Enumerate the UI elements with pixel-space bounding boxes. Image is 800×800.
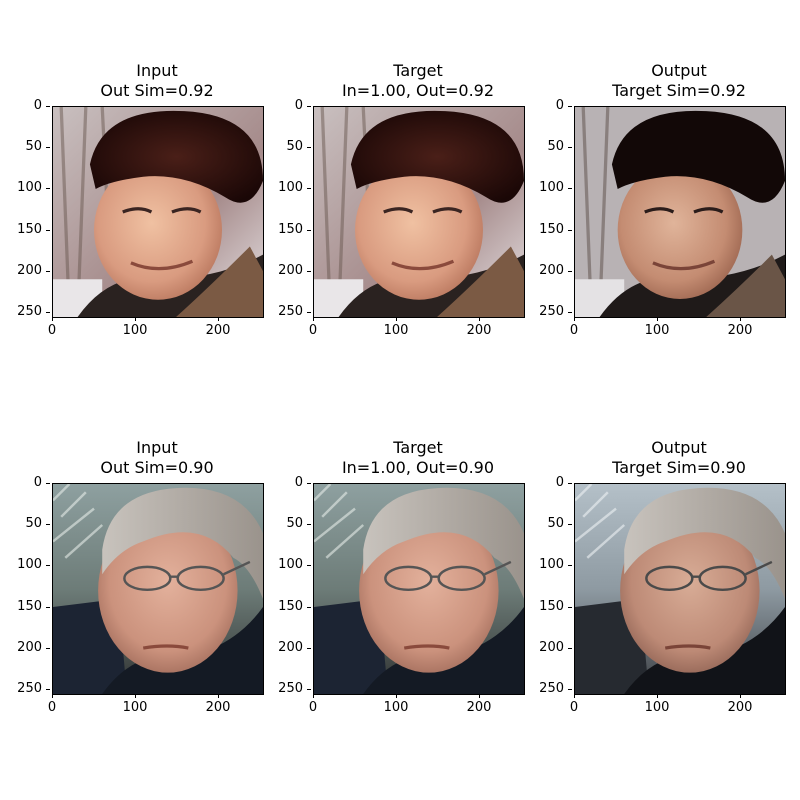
y-tick: 200: [263, 264, 311, 278]
y-tick: 200: [2, 641, 50, 655]
panel-title-line1: Target: [393, 438, 443, 457]
face-image: [574, 106, 786, 318]
panel-title-line1: Target: [393, 61, 443, 80]
y-tick: 200: [524, 641, 572, 655]
image-panel-output-2: 0 50 100 150 200 250 0 100 200: [539, 476, 786, 715]
x-tick: 200: [459, 694, 499, 715]
panel-title-r1c2: Target In=1.00, Out=0.92: [288, 61, 548, 101]
y-tick: 50: [263, 140, 311, 154]
y-tick: 250: [263, 305, 311, 319]
image-panel-target-2: 0 50 100 150 200 250 0 100 200: [278, 476, 525, 715]
x-tick: 100: [115, 694, 155, 715]
panel-title-line1: Output: [651, 438, 707, 457]
image-panel-input-1: 0 50 100 150 200 250 0 100 200: [17, 99, 264, 338]
x-tick: 100: [376, 317, 416, 338]
panel-title-r1c3: Output Target Sim=0.92: [549, 61, 800, 101]
y-tick: 50: [2, 517, 50, 531]
y-tick: 200: [2, 264, 50, 278]
y-tick: 100: [524, 558, 572, 572]
panel-title-r1c1: Input Out Sim=0.92: [27, 61, 287, 101]
image-panel-target-1: 0 50 100 150 200 250 0 100 200: [278, 99, 525, 338]
x-tick: 0: [293, 694, 333, 715]
x-tick: 200: [720, 694, 760, 715]
y-tick: 150: [2, 223, 50, 237]
y-tick: 100: [2, 181, 50, 195]
panel-title-line2: In=1.00, Out=0.90: [341, 458, 495, 477]
x-tick: 200: [459, 317, 499, 338]
y-tick: 100: [263, 181, 311, 195]
panel-title-r2c1: Input Out Sim=0.90: [27, 438, 287, 478]
y-tick: 0: [524, 476, 572, 490]
x-tick: 100: [376, 694, 416, 715]
panel-title-line1: Input: [136, 61, 178, 80]
image-panel-input-2: 0 50 100 150 200 250 0 100 200: [17, 476, 264, 715]
y-tick: 50: [263, 517, 311, 531]
x-tick: 100: [115, 317, 155, 338]
y-tick: 100: [2, 558, 50, 572]
panel-title-line2: In=1.00, Out=0.92: [341, 81, 495, 100]
face-image: [313, 106, 525, 318]
panel-title-line2: Out Sim=0.92: [100, 81, 214, 100]
y-tick: 0: [2, 476, 50, 490]
panel-title-line1: Input: [136, 438, 178, 457]
image-panel-output-1: 0 50 100 150 200 250 0 100 200: [539, 99, 786, 338]
y-tick: 50: [524, 517, 572, 531]
panel-title-r2c3: Output Target Sim=0.90: [549, 438, 800, 478]
face-image: [52, 483, 264, 695]
y-tick: 150: [524, 223, 572, 237]
y-tick: 0: [263, 476, 311, 490]
x-tick: 200: [198, 694, 238, 715]
x-tick: 0: [32, 694, 72, 715]
panel-title-r2c2: Target In=1.00, Out=0.90: [288, 438, 548, 478]
face-image: [313, 483, 525, 695]
y-tick: 50: [524, 140, 572, 154]
y-tick: 150: [263, 600, 311, 614]
x-tick: 0: [554, 317, 594, 338]
x-tick: 0: [554, 694, 594, 715]
y-tick: 0: [263, 99, 311, 113]
x-tick: 200: [720, 317, 760, 338]
x-tick: 0: [32, 317, 72, 338]
face-image: [52, 106, 264, 318]
y-tick: 250: [263, 682, 311, 696]
panel-title-line2: Target Sim=0.90: [612, 458, 746, 477]
x-tick: 100: [637, 694, 677, 715]
y-tick: 0: [524, 99, 572, 113]
y-tick: 250: [524, 682, 572, 696]
x-tick: 200: [198, 317, 238, 338]
x-tick: 0: [293, 317, 333, 338]
y-tick: 100: [263, 558, 311, 572]
y-tick: 200: [524, 264, 572, 278]
y-tick: 0: [2, 99, 50, 113]
y-tick: 150: [524, 600, 572, 614]
y-tick: 150: [263, 223, 311, 237]
face-image: [574, 483, 786, 695]
panel-title-line2: Out Sim=0.90: [100, 458, 214, 477]
y-tick: 150: [2, 600, 50, 614]
y-tick: 200: [263, 641, 311, 655]
y-tick: 250: [2, 305, 50, 319]
panel-title-line2: Target Sim=0.92: [612, 81, 746, 100]
y-tick: 50: [2, 140, 50, 154]
panel-title-line1: Output: [651, 61, 707, 80]
y-tick: 250: [2, 682, 50, 696]
y-tick: 250: [524, 305, 572, 319]
y-tick: 100: [524, 181, 572, 195]
x-tick: 100: [637, 317, 677, 338]
